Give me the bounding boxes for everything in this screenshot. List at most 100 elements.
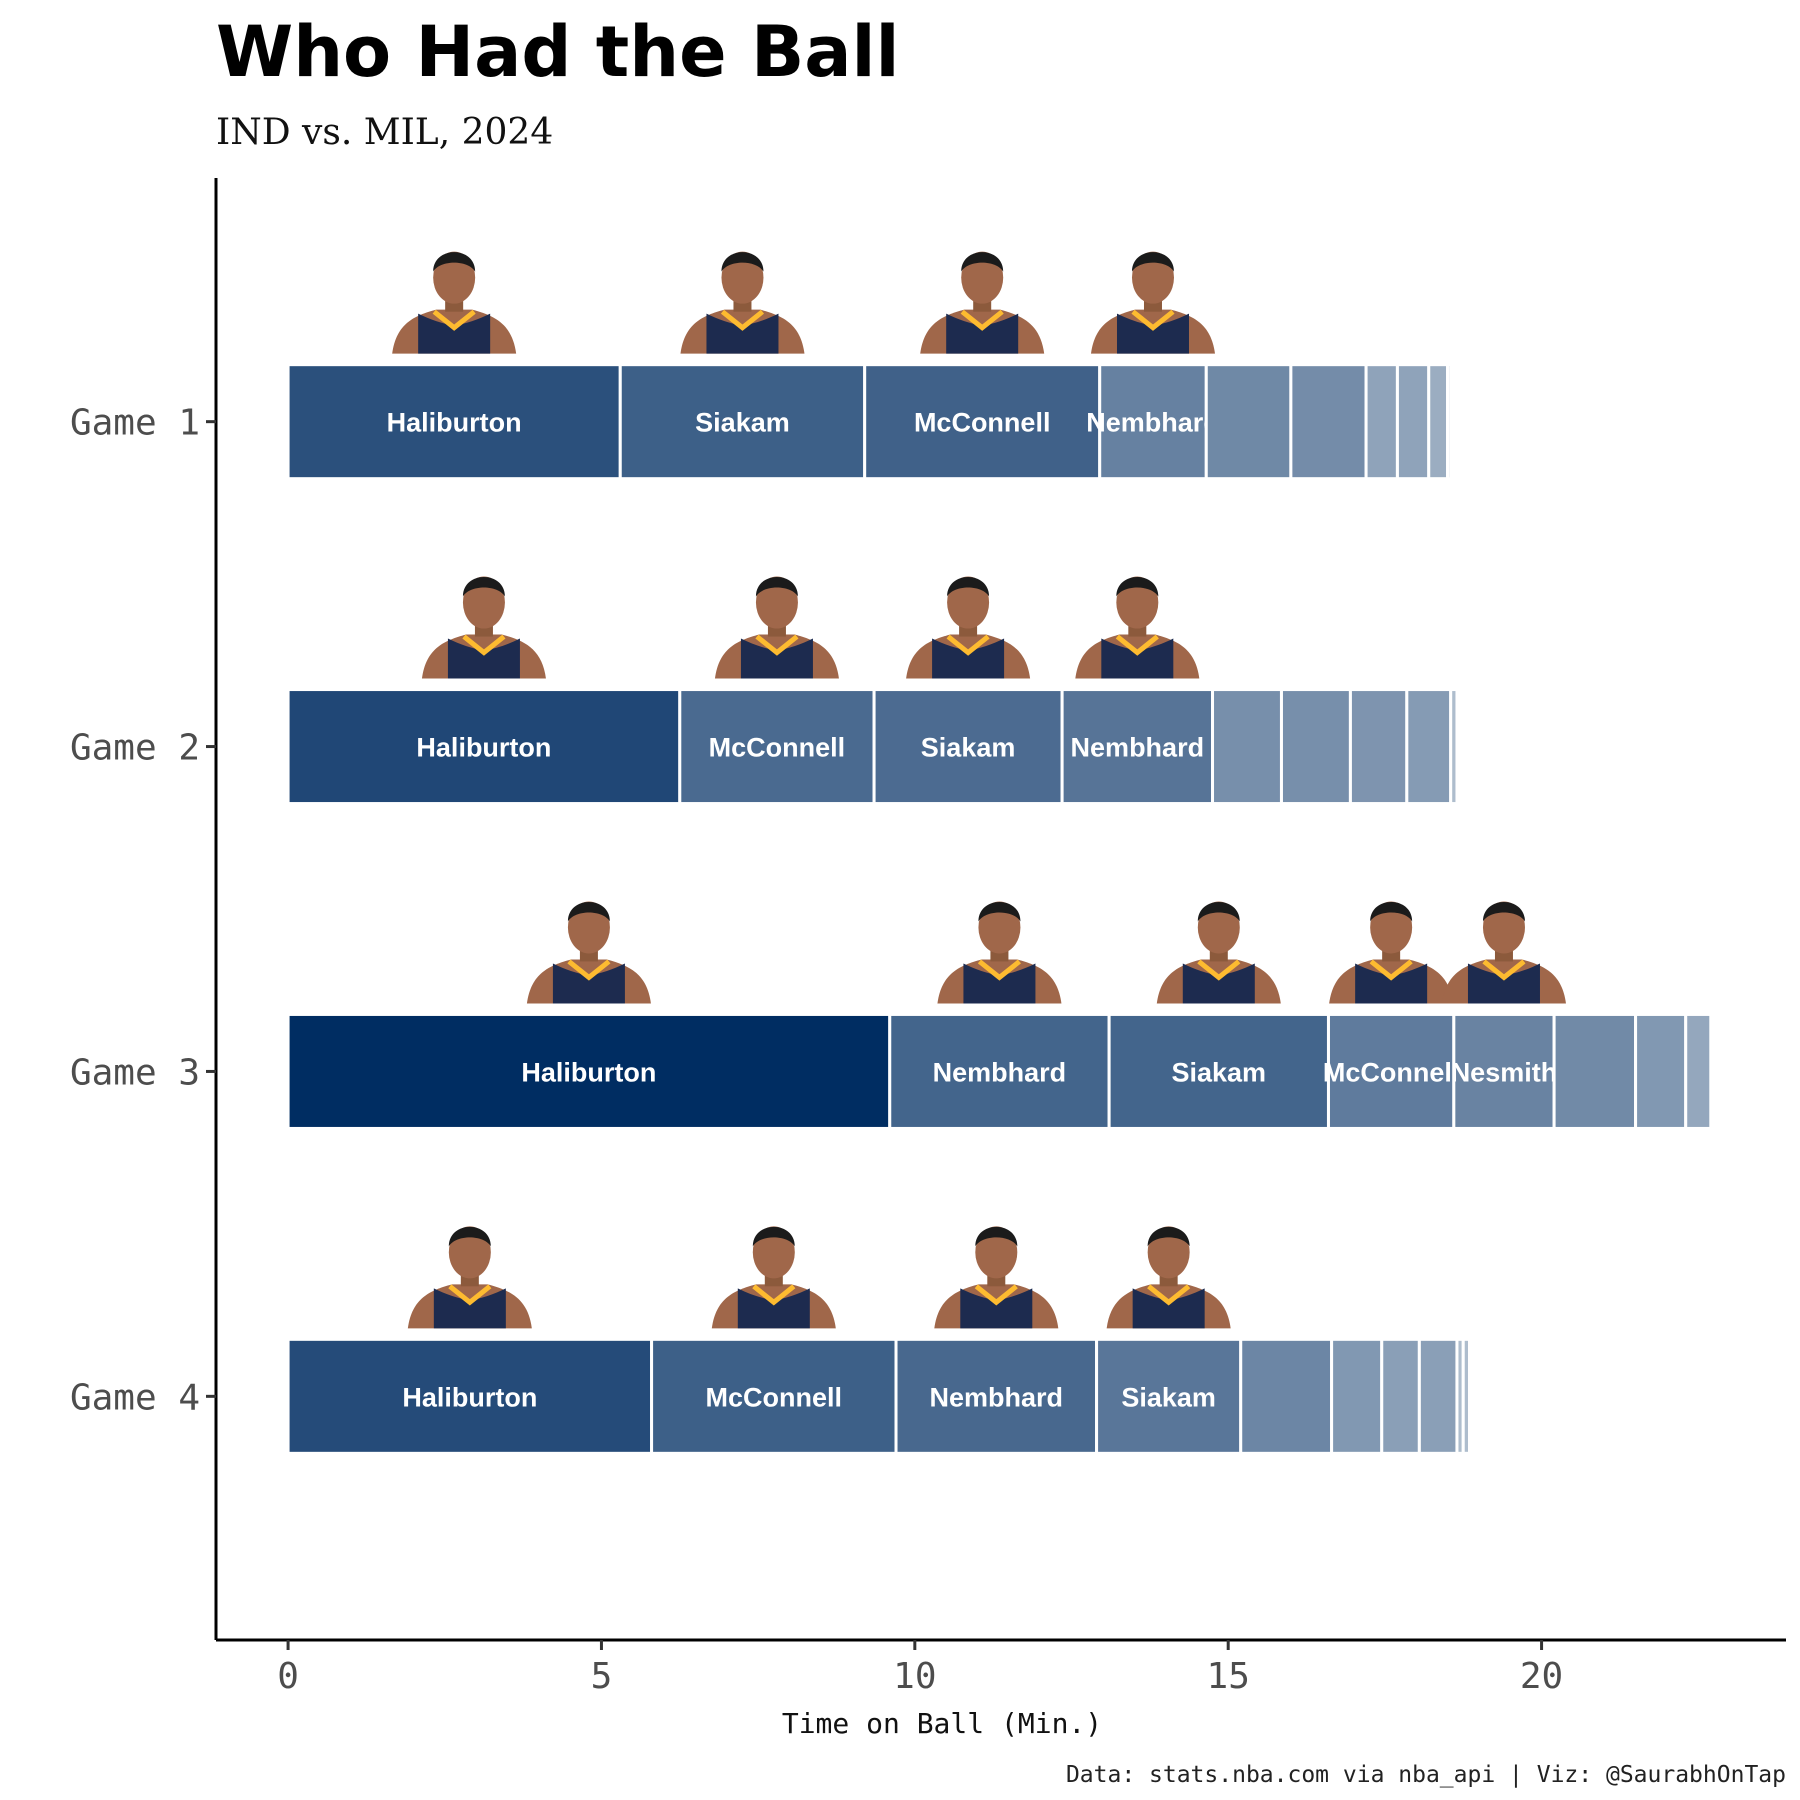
bar-segment — [286, 363, 622, 481]
player-jersey — [1467, 963, 1540, 1004]
player-hair — [433, 252, 476, 272]
player-jersey — [706, 313, 779, 354]
bar-segment — [1095, 1337, 1243, 1455]
bar-segment — [1060, 688, 1215, 806]
player-jersey — [1101, 638, 1174, 679]
player-hair — [1197, 901, 1240, 922]
player-photo-icon — [934, 1226, 1059, 1329]
bar-segment-label: McConnell — [709, 733, 846, 763]
bar-segment — [1452, 1012, 1556, 1130]
y-tick-label: Game 1 — [70, 403, 200, 444]
bar-segment-label: Siakam — [921, 733, 1016, 763]
player-jersey — [1116, 313, 1189, 354]
bar-segment — [1395, 363, 1431, 481]
player-jersey-collar — [1131, 309, 1175, 331]
player-face — [978, 901, 1021, 954]
bar-row-game-1: Game 1 Haliburton Siakam McConnell Nembhard — [70, 251, 1453, 481]
player-jersey — [447, 638, 520, 679]
player-face — [961, 251, 1004, 304]
bar-segment — [1417, 1337, 1459, 1455]
player-photo-icon — [526, 901, 651, 1004]
bar-segment-label: Haliburton — [416, 733, 551, 763]
player-jersey-collar — [567, 959, 611, 981]
bar-segment-label: Haliburton — [387, 408, 522, 438]
bar-segment — [1449, 688, 1459, 806]
bar-segment-label: Nembhard — [930, 1382, 1064, 1412]
player-jersey-collar — [755, 634, 799, 656]
player-jersey-collar — [448, 1284, 492, 1306]
bar-segment — [1552, 1012, 1638, 1130]
player-hair — [1131, 252, 1174, 272]
player-jersey — [1182, 963, 1255, 1004]
player-photo-icon — [714, 576, 839, 679]
bar-segment — [872, 688, 1064, 806]
bar-segment — [678, 688, 876, 806]
bar-segment — [1348, 688, 1409, 806]
bar-segment — [888, 1012, 1111, 1130]
bar-segment — [1684, 1012, 1713, 1130]
bar-segment — [650, 1337, 898, 1455]
bar-segment — [1289, 363, 1368, 481]
x-tick-label: 5 — [591, 1656, 613, 1697]
player-hair — [752, 1226, 795, 1247]
bar-segment — [1427, 363, 1450, 481]
y-tick-label: Game 4 — [70, 1377, 200, 1418]
bar-segment — [894, 1337, 1099, 1455]
player-hair — [978, 901, 1021, 922]
bar-segment — [1211, 688, 1283, 806]
player-face — [462, 576, 505, 629]
x-tick-label: 0 — [277, 1656, 299, 1697]
player-photo-icon — [1329, 901, 1454, 1004]
player-jersey-collar — [974, 1284, 1018, 1306]
player-jersey-collar — [462, 634, 506, 656]
player-face — [1147, 1226, 1190, 1279]
player-jersey — [963, 963, 1036, 1004]
player-face — [752, 1226, 795, 1279]
bar-segment — [1634, 1012, 1688, 1130]
x-axis-title: Time on Ball (Min.) — [782, 1707, 1102, 1740]
player-face — [1370, 901, 1413, 954]
player-photo-icon — [1090, 251, 1215, 354]
bar-segment-label: Nembhard — [1086, 408, 1220, 438]
bar-segment — [1461, 1337, 1471, 1455]
player-photo-icon — [711, 1226, 836, 1329]
player-hair — [947, 577, 990, 597]
bar-segment-label: Siakam — [1172, 1057, 1267, 1087]
player-jersey — [932, 638, 1005, 679]
bar-segment-label: Nembhard — [933, 1057, 1067, 1087]
bar-row-game-3: Game 3 Haliburton Nembhard Siakam McConnellN… — [70, 901, 1713, 1130]
bar-segment-label: Siakam — [1121, 1382, 1216, 1412]
chart-caption: Data: stats.nba.com via nba_api | Viz: @… — [1066, 1762, 1786, 1788]
player-face — [433, 251, 476, 304]
player-hair — [448, 1226, 491, 1247]
player-jersey-collar — [1482, 959, 1526, 981]
player-face — [975, 1226, 1018, 1279]
bar-segment — [286, 1337, 654, 1455]
bar-segment — [1279, 688, 1352, 806]
player-jersey — [960, 1288, 1033, 1329]
player-hair — [462, 577, 505, 597]
player-jersey-collar — [720, 309, 765, 331]
player-jersey — [418, 313, 491, 354]
player-photo-icon — [937, 901, 1062, 1004]
player-hair — [755, 577, 798, 597]
player-face — [755, 576, 798, 629]
bar-segment — [286, 688, 682, 806]
player-face — [721, 251, 764, 304]
player-jersey-collar — [1369, 959, 1413, 981]
player-photo-icon — [1441, 901, 1566, 1004]
bar-segment-label: McConnell — [706, 1382, 843, 1412]
player-photo-icon — [920, 251, 1045, 354]
player-jersey — [433, 1288, 506, 1329]
player-photo-icon — [407, 1226, 532, 1329]
bar-segment — [1405, 688, 1453, 806]
x-tick-label: 20 — [1520, 1656, 1563, 1697]
bar-segment-label: McConnell — [1323, 1057, 1460, 1087]
bar-segment — [1204, 363, 1293, 481]
bar-segment — [1330, 1337, 1384, 1455]
player-jersey — [737, 1288, 810, 1329]
player-hair — [567, 901, 610, 922]
bar-segment — [863, 363, 1102, 481]
bar-segment — [1446, 363, 1453, 481]
player-jersey — [740, 638, 813, 679]
